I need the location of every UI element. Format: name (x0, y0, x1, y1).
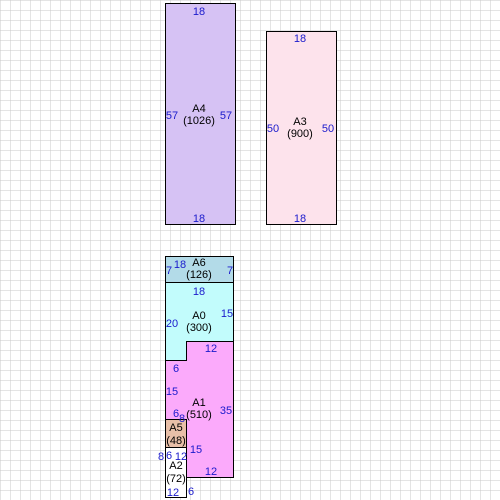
region-a3-dim-top: 18 (294, 33, 306, 45)
region-a1-dim-lower-left: 15 (190, 444, 202, 456)
region-a6-name: A6 (192, 257, 205, 269)
region-a2-dim-left: 6 (166, 450, 172, 462)
region-a2-dim-top: 12 (175, 451, 187, 463)
region-a3-area: (900) (287, 128, 313, 140)
region-a1-dim-left: 15 (166, 386, 178, 398)
region-a1-dim-lower-notch: 6 (173, 408, 179, 420)
region-a1-dim-top: 12 (205, 343, 217, 355)
region-a2[interactable]: A2 (72) 12 6 6 12 (165, 447, 195, 500)
region-a2-dim-bottom: 12 (167, 487, 179, 499)
region-a1-dim-bottom: 12 (205, 466, 217, 478)
region-a4-dim-left: 57 (166, 110, 178, 122)
region-a5-dim-top: 8 (179, 413, 185, 425)
region-a0-area: (300) (186, 322, 212, 334)
region-a5-area: (48) (166, 435, 186, 447)
region-a0-dim-left: 20 (166, 318, 178, 330)
region-a4[interactable]: A4 (1026) 18 57 57 18 (165, 3, 236, 226)
region-a6[interactable]: A6 (126) 18 7 7 (165, 256, 234, 283)
region-a2-dim-right: 6 (188, 486, 194, 498)
region-a5-name: A5 (169, 422, 182, 434)
region-a4-name: A4 (192, 103, 205, 115)
region-a1-dim-notch: 6 (173, 363, 179, 375)
region-a3-shape (266, 31, 337, 225)
region-a3-name: A3 (293, 116, 306, 128)
region-a3-dim-right: 50 (322, 123, 334, 135)
region-a4-dim-bottom: 18 (193, 213, 205, 225)
region-a2-shape (165, 447, 187, 498)
region-a4-dim-right: 57 (220, 110, 232, 122)
region-a2-name: A2 (169, 460, 182, 472)
region-a5[interactable]: A5 (48) 8 8 (158, 413, 187, 463)
region-a6-dim-left: 7 (166, 265, 172, 277)
region-a4-area: (1026) (183, 115, 215, 127)
region-a6-dim-top: 18 (174, 259, 186, 271)
region-a0-name: A0 (192, 310, 205, 322)
region-a3-dim-bottom: 18 (294, 213, 306, 225)
region-a2-area: (72) (166, 473, 186, 485)
region-a3[interactable]: A3 (900) 18 50 50 18 (266, 31, 337, 226)
region-a1-name: A1 (192, 397, 205, 409)
region-a6-dim-right: 7 (227, 265, 233, 277)
region-a6-area: (126) (186, 269, 212, 281)
region-a1-area: (510) (186, 409, 212, 421)
region-a4-dim-top: 18 (193, 6, 205, 18)
region-a1-dim-right: 35 (220, 405, 232, 417)
region-a0-dim-right: 15 (221, 308, 233, 320)
region-a0-dim-top: 18 (193, 286, 205, 298)
region-a4-shape (165, 3, 236, 225)
region-a3-dim-left: 50 (267, 123, 279, 135)
region-a5-dim-left: 8 (158, 451, 164, 463)
